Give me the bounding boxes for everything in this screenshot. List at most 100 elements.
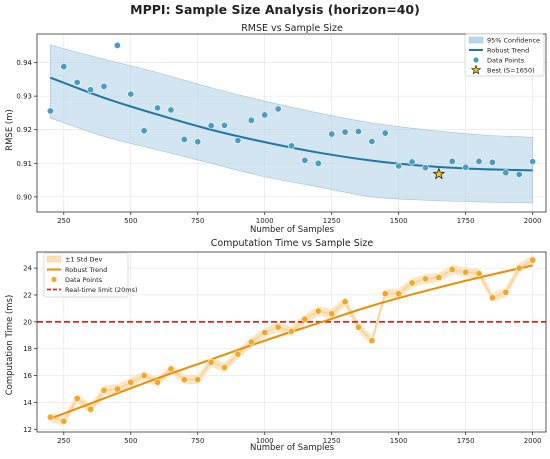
rmse-chart-title: RMSE vs Sample Size: [241, 23, 343, 34]
rmse-data-point: [475, 157, 483, 165]
time-y-tick-label: 20: [23, 318, 32, 326]
rmse-data-point: [100, 82, 108, 90]
time-y-tick-label: 12: [23, 426, 32, 434]
time-data-point: [207, 358, 215, 366]
rmse-data-point: [515, 170, 523, 178]
rmse-data-point: [354, 127, 362, 135]
time-x-tick-label: 2000: [524, 437, 542, 445]
rmse-data-point: [462, 163, 470, 171]
rmse-x-tick-label: 500: [124, 217, 137, 225]
rmse-legend: 95% Confidence Robust Trend Data Points …: [464, 33, 545, 77]
rmse-data-point: [488, 158, 496, 166]
rmse-legend-frame: [464, 33, 545, 77]
rmse-y-tick-label: 0.92: [16, 126, 32, 134]
rmse-legend-confidence-label: 95% Confidence: [487, 37, 540, 45]
rmse-data-point: [502, 169, 510, 177]
time-x-tick-label: 1750: [457, 437, 475, 445]
rmse-data-point: [221, 121, 229, 129]
time-legend-std-label: ±1 Std Dev: [65, 256, 103, 264]
time-data-point: [515, 264, 523, 272]
rmse-data-point: [341, 128, 349, 136]
time-y-axis-label: Computation Time (ms): [5, 295, 15, 396]
time-data-point: [154, 378, 162, 386]
rmse-data-point: [87, 86, 95, 94]
rmse-x-tick-label: 250: [57, 217, 70, 225]
rmse-x-tick-label: 1500: [390, 217, 408, 225]
rmse-data-point: [261, 111, 269, 119]
rmse-data-point: [73, 78, 81, 86]
rmse-best-marker: [432, 167, 446, 180]
time-data-point: [127, 378, 135, 386]
rmse-legend-points-label: Data Points: [487, 57, 525, 65]
rmse-y-tick-label: 0.94: [16, 59, 32, 67]
time-data-point: [73, 394, 81, 402]
time-legend-trend-label: Robust Trend: [65, 266, 107, 274]
time-data-point: [234, 350, 242, 358]
rmse-data-point: [167, 106, 175, 114]
time-data-point: [381, 290, 389, 298]
time-data-point: [448, 265, 456, 273]
time-data-point: [301, 315, 309, 323]
time-legend-frame: [43, 252, 129, 298]
rmse-data-point: [234, 136, 242, 144]
time-data-point: [462, 268, 470, 276]
time-data-point: [408, 279, 416, 287]
time-data-point: [314, 307, 322, 315]
rmse-axes-frame: [36, 33, 547, 213]
time-data-point: [395, 290, 403, 298]
rmse-data-point: [46, 107, 54, 115]
rmse-data-point: [301, 156, 309, 164]
time-data-point: [287, 327, 295, 335]
rmse-legend-trend-label: Robust Trend: [487, 47, 529, 55]
rmse-data-point: [328, 130, 336, 138]
time-data-point: [274, 323, 282, 331]
time-data-point: [194, 376, 202, 384]
time-axes-frame: [36, 251, 547, 433]
rmse-panel: RMSE vs Sample Size Number of Samples RM…: [5, 23, 547, 235]
time-data-point: [354, 323, 362, 331]
time-y-tick-label: 24: [23, 265, 32, 273]
time-y-tick-label: 16: [23, 372, 32, 380]
rmse-data-point: [140, 127, 148, 135]
rmse-y-tick-label: 0.93: [16, 93, 32, 101]
rmse-x-axis-label: Number of Samples: [250, 225, 335, 235]
rmse-data-point: [194, 138, 202, 146]
rmse-data-point: [395, 162, 403, 170]
time-panel: Computation Time vs Sample Size Number o…: [5, 238, 547, 453]
rmse-data-point: [247, 116, 255, 124]
rmse-data-point: [368, 137, 376, 145]
rmse-data-point: [421, 164, 429, 172]
rmse-data-point: [180, 135, 188, 143]
rmse-data-point: [113, 41, 121, 49]
rmse-x-tick-label: 1000: [256, 217, 274, 225]
time-data-point: [180, 376, 188, 384]
time-legend: ±1 Std Dev Robust Trend Data Points Real…: [43, 252, 138, 298]
time-data-point: [502, 288, 510, 296]
rmse-legend-points-swatch: [472, 56, 480, 64]
time-y-tick-label: 22: [23, 291, 32, 299]
rmse-data-point: [381, 129, 389, 137]
rmse-y-axis-label: RMSE (m): [5, 109, 15, 151]
rmse-legend-best-swatch: [470, 64, 482, 75]
rmse-data-point: [448, 157, 456, 165]
time-data-point: [87, 405, 95, 413]
time-data-point: [328, 310, 336, 318]
time-legend-std-swatch: [46, 255, 62, 263]
time-y-tick-label: 18: [23, 345, 32, 353]
time-data-point: [421, 275, 429, 283]
rmse-data-point: [287, 142, 295, 150]
figure-title: MPPI: Sample Size Analysis (horizon=40): [130, 2, 420, 17]
rmse-data-point: [154, 104, 162, 112]
time-data-point: [113, 385, 121, 393]
rmse-data-point: [529, 158, 537, 166]
time-data-point: [261, 329, 269, 337]
time-data-point: [60, 417, 68, 425]
time-data-point: [488, 294, 496, 302]
rmse-data-point: [408, 158, 416, 166]
time-data-point: [221, 364, 229, 372]
rmse-confidence-band: [50, 44, 533, 204]
rmse-y-tick-label: 0.91: [16, 160, 32, 168]
rmse-data-point: [274, 105, 282, 113]
time-x-tick-label: 1000: [256, 437, 274, 445]
